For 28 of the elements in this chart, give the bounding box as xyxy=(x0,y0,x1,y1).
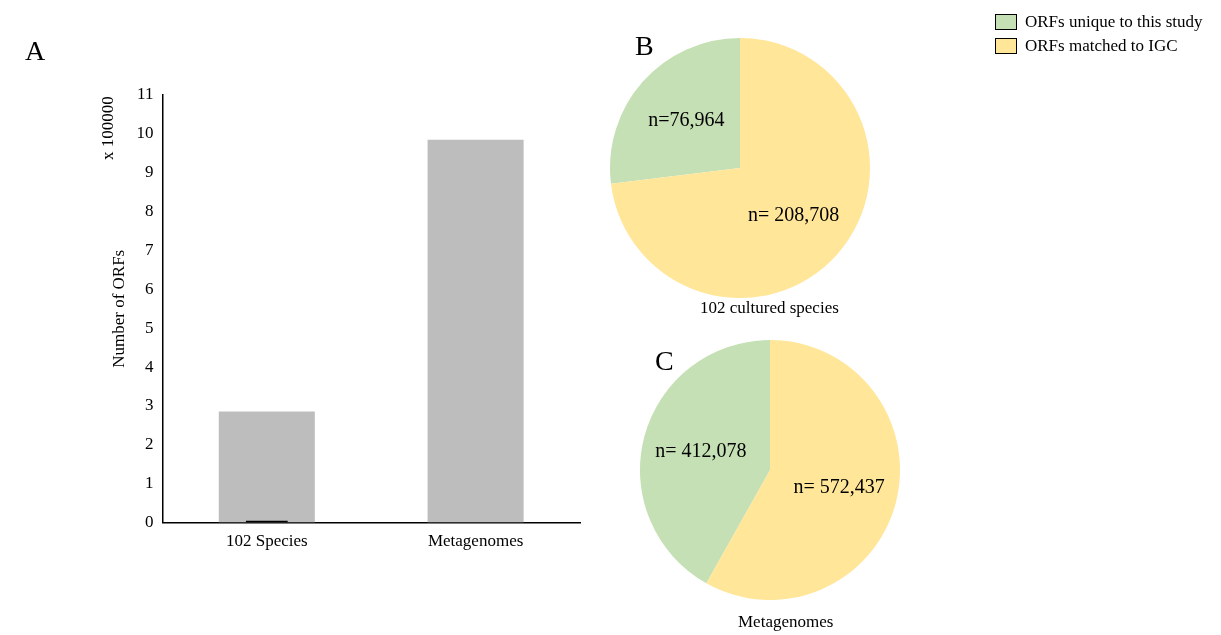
y-axis-title: Number of ORFs xyxy=(108,249,128,368)
x-tick-label: 102 Species xyxy=(225,531,308,551)
bar xyxy=(218,411,315,523)
y-tick-label: 10 xyxy=(136,123,154,143)
text: Metagenomes xyxy=(738,612,834,632)
text: x 100000 xyxy=(98,96,118,160)
text: B xyxy=(635,30,654,62)
y-tick-label: 1 xyxy=(144,473,154,493)
y-tick-label: 3 xyxy=(144,395,154,415)
data-label: n= 572,437 xyxy=(793,475,885,498)
y-tick-label: 8 xyxy=(144,201,154,221)
text: 102 cultured species xyxy=(700,298,839,318)
chart-title: A xyxy=(25,35,46,67)
data-label: n= 412,078 xyxy=(655,439,747,462)
data-label: n= 208,708 xyxy=(747,202,840,225)
y-tick-label: 7 xyxy=(144,239,154,259)
chart-title: C xyxy=(655,345,674,377)
legend-label: ORFs unique to this study xyxy=(1025,12,1203,32)
y-tick-label: 11 xyxy=(137,84,154,104)
y-tick-label: 5 xyxy=(144,317,154,337)
bar xyxy=(427,139,524,523)
y-tick-label: 2 xyxy=(144,434,154,454)
y-tick-label: 9 xyxy=(144,162,154,182)
data-label: n=76,964 xyxy=(648,107,725,130)
y-tick-label: 4 xyxy=(144,356,154,376)
y-tick-label: 6 xyxy=(144,278,154,298)
y-tick-label: 0 xyxy=(144,512,154,532)
legend-label: ORFs matched to IGC xyxy=(1025,36,1178,56)
